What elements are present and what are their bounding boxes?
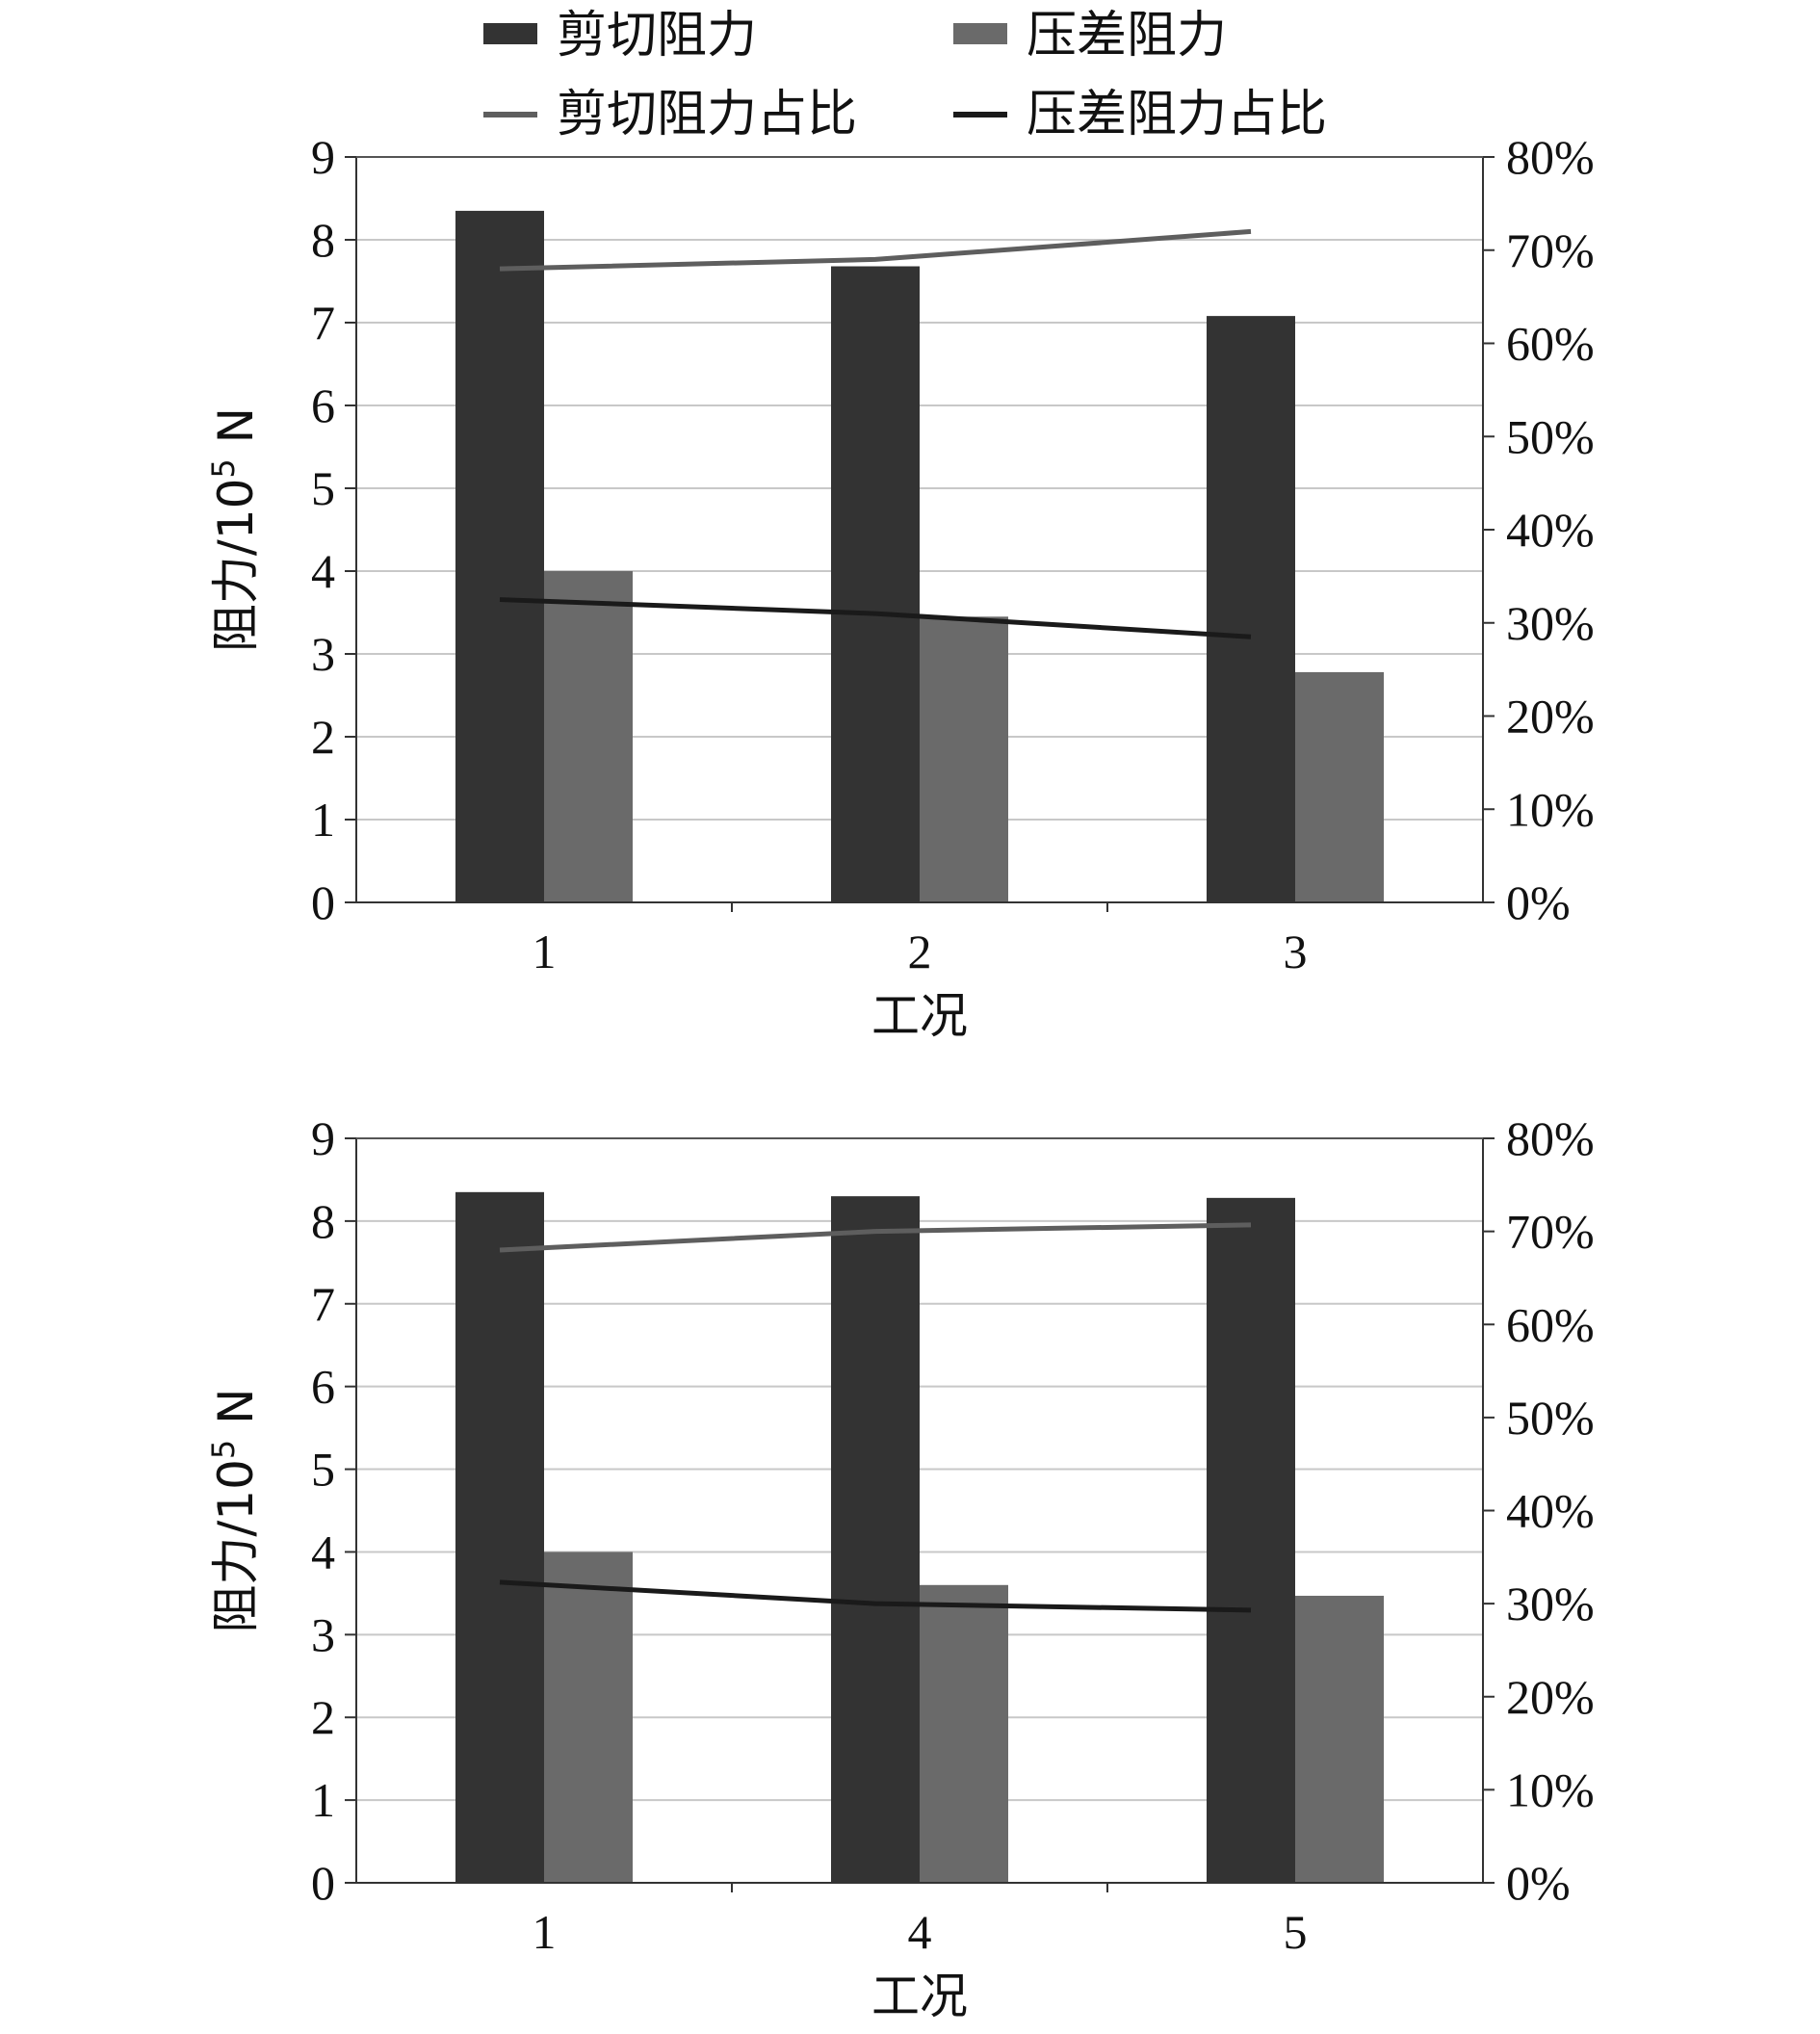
y2-tick-label: 20%	[1506, 1670, 1595, 1724]
y2-tick-label: 10%	[1506, 1762, 1595, 1816]
bar	[920, 1584, 1008, 1883]
legend-label-pressure-ratio: 压差阻力占比	[1027, 86, 1327, 143]
bar	[831, 266, 920, 902]
y2-tick-label: 40%	[1506, 1484, 1595, 1538]
y-tick-label: 7	[311, 296, 335, 350]
y2-tick-label: 50%	[1506, 1391, 1595, 1445]
y2-tick-label: 60%	[1506, 317, 1595, 371]
bar	[920, 616, 1008, 902]
series-line	[499, 228, 1252, 272]
y2-tick-label: 0%	[1506, 875, 1571, 929]
bar	[1207, 316, 1295, 902]
legend-label-shear: 剪切阻力	[557, 7, 757, 65]
x-tick-label: 2	[908, 925, 932, 978]
y-tick-label: 0	[311, 875, 335, 929]
x-tick-label: 1	[533, 925, 557, 978]
x-tick-label: 4	[908, 1905, 932, 1959]
y-tick-label: 2	[311, 710, 335, 764]
bar	[544, 1552, 633, 1883]
bar	[455, 210, 544, 902]
bar	[455, 1191, 544, 1883]
bar	[1295, 671, 1384, 902]
y2-tick-label: 80%	[1506, 1111, 1595, 1165]
y-tick-label: 0	[311, 1856, 335, 1910]
legend-swatch-shear	[483, 23, 537, 44]
legend-swatch-pressure	[953, 23, 1007, 44]
y-tick-label: 5	[311, 461, 335, 515]
y2-tick-label: 80%	[1506, 130, 1595, 184]
bar	[544, 571, 633, 902]
legend-label-pressure: 压差阻力	[1027, 7, 1227, 65]
y-axis-title-unit: N	[208, 1388, 264, 1439]
y-tick-label: 8	[311, 1194, 335, 1248]
y-axis-title: 阻力/105 N	[205, 1388, 264, 1632]
bar	[1295, 1595, 1384, 1883]
y-axis-title: 阻力/105 N	[205, 407, 264, 652]
y-tick-label: 7	[311, 1277, 335, 1331]
legend-label-shear-ratio: 剪切阻力占比	[557, 86, 857, 143]
y2-tick-label: 30%	[1506, 1577, 1595, 1630]
y-tick-label: 4	[311, 1525, 335, 1578]
x-tick-label: 5	[1284, 1905, 1308, 1959]
y-axis-title-main: 阻力/10	[208, 479, 264, 652]
y2-tick-label: 0%	[1506, 1856, 1571, 1910]
y-tick-label: 8	[311, 213, 335, 267]
bar	[831, 1196, 920, 1883]
x-tick-label: 3	[1284, 925, 1308, 978]
y-tick-label: 5	[311, 1443, 335, 1497]
y-tick-label: 3	[311, 627, 335, 681]
y-axis-title-main: 阻力/10	[208, 1459, 264, 1632]
y2-tick-label: 20%	[1506, 690, 1595, 743]
y2-tick-label: 30%	[1506, 596, 1595, 650]
legend: 剪切阻力 压差阻力 剪切阻力占比 压差阻力占比	[483, 7, 1327, 143]
chart-bottom: 0 1 2 3 4 5 6 7 8 9 0% 10% 20% 30% 40% 50% 60% 70% 80% 1 4 5 工…	[205, 1111, 1595, 2024]
y2-tick-label: 50%	[1506, 409, 1595, 463]
series-line	[499, 597, 1252, 639]
y-axis-title-exponent: 5	[205, 1440, 242, 1459]
y-tick-label: 6	[311, 1360, 335, 1414]
x-tick-label: 1	[533, 1905, 557, 1959]
y2-tick-label: 70%	[1506, 223, 1595, 277]
series-line	[499, 1579, 1252, 1613]
y2-tick-label: 10%	[1506, 782, 1595, 836]
y-axis-title-unit: N	[208, 407, 264, 458]
y2-tick-label: 60%	[1506, 1297, 1595, 1351]
y-axis-title-exponent: 5	[205, 458, 242, 478]
y-tick-label: 6	[311, 378, 335, 432]
y2-tick-label: 70%	[1506, 1205, 1595, 1259]
y-tick-label: 1	[311, 1773, 335, 1827]
bar	[1207, 1197, 1295, 1883]
y-tick-label: 2	[311, 1690, 335, 1744]
y-tick-label: 1	[311, 793, 335, 847]
series-line	[499, 1222, 1252, 1253]
y-tick-label: 9	[311, 1111, 335, 1165]
y-tick-label: 3	[311, 1607, 335, 1661]
y-tick-label: 9	[311, 130, 335, 184]
y2-tick-label: 40%	[1506, 503, 1595, 557]
x-axis-title: 工况	[871, 1969, 968, 2024]
x-axis-title: 工况	[871, 988, 968, 1044]
y-tick-label: 4	[311, 544, 335, 598]
chart-top: 0 1 2 3 4 5 6 7 8 9 0% 10% 20% 30% 40% 50% 60% 70% 80% 1 2 3 工…	[205, 130, 1595, 1044]
